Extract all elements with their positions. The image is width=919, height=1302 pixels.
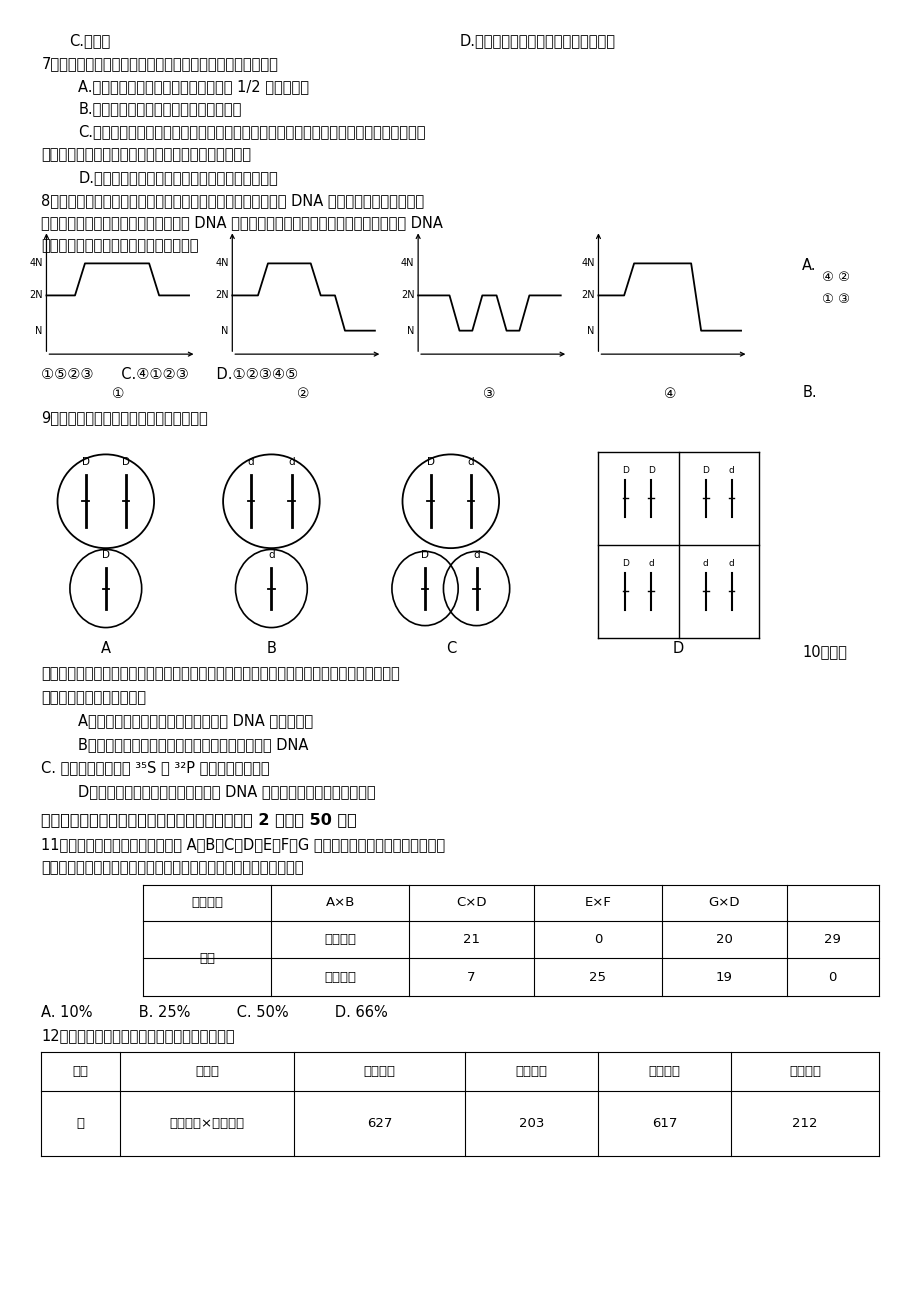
Text: 情况。据图分析，表示有丝分裂过程中 DNA 含量变化、染色体数目变化和减数分裂过程中 DNA: 情况。据图分析，表示有丝分裂过程中 DNA 含量变化、染色体数目变化和减数分裂过…	[41, 215, 443, 230]
Text: 一: 一	[76, 1117, 85, 1130]
Text: 4N: 4N	[581, 258, 594, 268]
Text: C.减数分裂产生的配子是多种多样的，受精时雌雄配子的结合是随机的，因此，有性生殖: C.减数分裂产生的配子是多种多样的，受精时雌雄配子的结合是随机的，因此，有性生殖	[78, 125, 425, 139]
Text: D.受精卵中的遗传物质，来自父母双方的各占一半: D.受精卵中的遗传物质，来自父母双方的各占一半	[78, 169, 278, 185]
Text: N: N	[35, 326, 43, 336]
Text: C: C	[445, 641, 456, 656]
Text: B．噬菌体侵染细菌实验证明噬菌体的遗传物质是 DNA: B．噬菌体侵染细菌实验证明噬菌体的遗传物质是 DNA	[78, 737, 308, 753]
Text: E×F: E×F	[584, 897, 611, 909]
Text: d: d	[728, 559, 733, 568]
Text: A.每个卵细胞继承了初级卵母细胞核中 1/2 的遗传物质: A.每个卵细胞继承了初级卵母细胞核中 1/2 的遗传物质	[78, 78, 309, 94]
Text: 9．下图能正确表示基因分离定律实质的是: 9．下图能正确表示基因分离定律实质的是	[41, 410, 208, 426]
Text: 10．通过: 10．通过	[801, 644, 846, 660]
Text: D: D	[426, 457, 434, 467]
Text: 212: 212	[791, 1117, 817, 1130]
Text: ①⑤②③      C.④①②③      D.①②③④⑤: ①⑤②③ C.④①②③ D.①②③④⑤	[41, 367, 298, 383]
Text: ④: ④	[663, 387, 675, 401]
Text: 2N: 2N	[401, 290, 414, 301]
Text: 25: 25	[589, 971, 606, 983]
Text: 21: 21	[462, 934, 480, 945]
Text: D: D	[82, 457, 89, 467]
Text: d: d	[247, 457, 255, 467]
Text: 高茎红花: 高茎红花	[363, 1065, 395, 1078]
Text: D: D	[621, 559, 628, 568]
Text: 交配组合: 交配组合	[191, 897, 222, 909]
Text: 高茎红花×矮茎红花: 高茎红花×矮茎红花	[169, 1117, 244, 1130]
Text: A．艾弗里的肺炎球菌转化实验证明了 DNA 是转化因子: A．艾弗里的肺炎球菌转化实验证明了 DNA 是转化因子	[78, 713, 313, 729]
Text: 627: 627	[367, 1117, 391, 1130]
Text: 矮茎红花: 矮茎红花	[648, 1065, 680, 1078]
Text: B.: B.	[801, 385, 816, 401]
Text: ①: ①	[111, 387, 124, 401]
Text: N: N	[221, 326, 229, 336]
Text: 11．豌豆高茎对矮茎为显性，现将 A、B、C、D、E、F、G 七棵植株进行交配实验，所得结果: 11．豌豆高茎对矮茎为显性，现将 A、B、C、D、E、F、G 七棵植株进行交配实…	[41, 837, 445, 853]
Text: d: d	[702, 559, 708, 568]
Text: 如下表。从理论上说，子代高茎豌豆植株中高茎纯合体所占的比例为: 如下表。从理论上说，子代高茎豌豆植株中高茎纯合体所占的比例为	[41, 861, 303, 876]
Text: 产生的后代可有多种表现型，具更强的生活力和变异性: 产生的后代可有多种表现型，具更强的生活力和变异性	[41, 147, 251, 163]
Text: 矮茎植株: 矮茎植株	[324, 971, 356, 983]
Text: B: B	[267, 641, 276, 656]
Text: 203: 203	[518, 1117, 543, 1130]
Text: B.整个精子进入卵细胞内，完成受精作用: B.整个精子进入卵细胞内，完成受精作用	[78, 102, 242, 117]
Text: G×D: G×D	[708, 897, 740, 909]
Text: 7: 7	[467, 971, 475, 983]
Text: 7．下列有关高等动物减数分裂和受精作用的叙述，正确的是: 7．下列有关高等动物减数分裂和受精作用的叙述，正确的是	[41, 56, 278, 72]
Text: 0: 0	[593, 934, 602, 945]
Text: 29: 29	[823, 934, 840, 945]
Text: 高茎白花: 高茎白花	[515, 1065, 547, 1078]
Text: D: D	[421, 549, 428, 560]
Text: d: d	[267, 549, 275, 560]
Text: 20: 20	[715, 934, 732, 945]
Text: D: D	[647, 466, 653, 475]
Text: 子代: 子代	[199, 952, 215, 965]
Text: N: N	[406, 326, 414, 336]
Text: 二、选择题：每小题只有一个符合题目要求。每题 2 分，共 50 分。: 二、选择题：每小题只有一个符合题目要求。每题 2 分，共 50 分。	[41, 812, 357, 828]
Text: D: D	[122, 457, 130, 467]
Text: 8．如图所示，横轴表示细胞分裂时期，纵轴表示一个细胞核中 DNA 含量或染色体数目的变化: 8．如图所示，横轴表示细胞分裂时期，纵轴表示一个细胞核中 DNA 含量或染色体数…	[41, 193, 424, 208]
Text: N: N	[586, 326, 594, 336]
Text: A.: A.	[801, 258, 816, 273]
Text: ③: ③	[482, 387, 495, 401]
Text: 组别: 组别	[73, 1065, 88, 1078]
Text: D: D	[621, 466, 628, 475]
Text: D: D	[102, 549, 109, 560]
Text: ① ③: ① ③	[822, 293, 849, 306]
Text: 4N: 4N	[29, 258, 43, 268]
Text: D.次级精母细胞或次级卵母细胞或极体: D.次级精母细胞或次级卵母细胞或极体	[460, 33, 616, 48]
Text: 2N: 2N	[215, 290, 229, 301]
Text: 4N: 4N	[215, 258, 229, 268]
Text: d: d	[472, 549, 480, 560]
Text: d: d	[728, 466, 733, 475]
Text: 染细菌实验的叙述错误的是: 染细菌实验的叙述错误的是	[41, 690, 146, 706]
Text: 许多科学家的不懈努力。遗传物质之谜终于被揭开。下列关于肺炎双球菌转化实验和噬菌体侵: 许多科学家的不懈努力。遗传物质之谜终于被揭开。下列关于肺炎双球菌转化实验和噬菌体…	[41, 667, 400, 682]
Text: C.卵细胞: C.卵细胞	[69, 33, 110, 48]
Text: C×D: C×D	[456, 897, 486, 909]
Text: 19: 19	[715, 971, 732, 983]
Text: C. 噬菌体需分别用含 ³⁵S 和 ³²P 的肉汤培养基培养: C. 噬菌体需分别用含 ³⁵S 和 ³²P 的肉汤培养基培养	[41, 760, 270, 776]
Text: A. 10%          B. 25%          C. 50%          D. 66%: A. 10% B. 25% C. 50% D. 66%	[41, 1005, 388, 1021]
Text: 高茎植株: 高茎植株	[324, 934, 356, 945]
Text: 0: 0	[827, 971, 836, 983]
Text: 617: 617	[652, 1117, 676, 1130]
Text: 2N: 2N	[581, 290, 594, 301]
Text: 矮茎白花: 矮茎白花	[789, 1065, 820, 1078]
Text: D．两个实验的设计思路都是设法将 DNA 与蜗白质分开研究各自的效应: D．两个实验的设计思路都是设法将 DNA 与蜗白质分开研究各自的效应	[78, 784, 376, 799]
Text: A×B: A×B	[325, 897, 355, 909]
Text: D: D	[702, 466, 709, 475]
Text: 12．下表是豌豆五种杂交组合的实验统计数据：: 12．下表是豌豆五种杂交组合的实验统计数据：	[41, 1029, 234, 1044]
Text: 2N: 2N	[29, 290, 43, 301]
Text: ②: ②	[297, 387, 310, 401]
Text: d: d	[648, 559, 653, 568]
Text: 表现型: 表现型	[195, 1065, 219, 1078]
Text: ④ ②: ④ ②	[822, 271, 849, 284]
Text: 4N: 4N	[401, 258, 414, 268]
Text: A: A	[101, 641, 110, 656]
Text: D: D	[672, 641, 684, 656]
Text: 含量变化、染色体数目变化的曲线依次是: 含量变化、染色体数目变化的曲线依次是	[41, 238, 199, 254]
Text: d: d	[288, 457, 295, 467]
Text: d: d	[467, 457, 474, 467]
